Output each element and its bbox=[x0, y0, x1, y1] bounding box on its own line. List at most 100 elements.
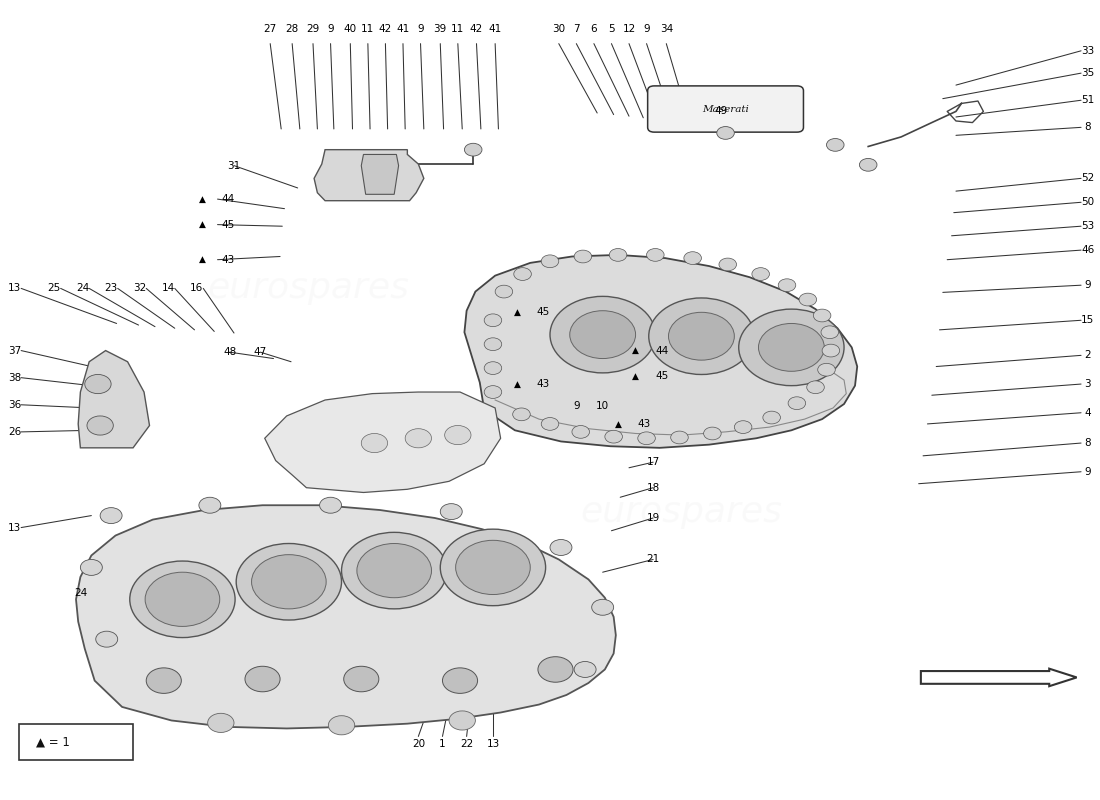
Text: 49: 49 bbox=[715, 106, 728, 117]
Text: 23: 23 bbox=[104, 283, 118, 294]
Text: 9: 9 bbox=[417, 24, 424, 34]
Text: Maserati: Maserati bbox=[702, 105, 749, 114]
Circle shape bbox=[440, 504, 462, 519]
Circle shape bbox=[245, 666, 280, 692]
Circle shape bbox=[484, 314, 502, 326]
Polygon shape bbox=[361, 154, 398, 194]
Circle shape bbox=[719, 258, 737, 271]
Circle shape bbox=[146, 668, 182, 694]
Circle shape bbox=[405, 429, 431, 448]
Circle shape bbox=[495, 286, 513, 298]
Circle shape bbox=[449, 711, 475, 730]
Circle shape bbox=[208, 714, 234, 733]
Text: 41: 41 bbox=[396, 24, 409, 34]
Circle shape bbox=[788, 397, 805, 410]
Circle shape bbox=[484, 338, 502, 350]
Text: 8: 8 bbox=[1085, 122, 1091, 132]
Text: 14: 14 bbox=[162, 283, 175, 294]
Polygon shape bbox=[265, 392, 500, 493]
Text: 4: 4 bbox=[1085, 408, 1091, 418]
Text: 9: 9 bbox=[644, 24, 650, 34]
Circle shape bbox=[252, 554, 327, 609]
Circle shape bbox=[199, 498, 221, 514]
Text: 10: 10 bbox=[596, 402, 609, 411]
Text: 6: 6 bbox=[591, 24, 597, 34]
Text: 13: 13 bbox=[8, 283, 21, 294]
Text: 37: 37 bbox=[8, 346, 21, 355]
Text: ▲: ▲ bbox=[199, 194, 206, 204]
Circle shape bbox=[145, 572, 220, 626]
Text: 29: 29 bbox=[307, 24, 320, 34]
Circle shape bbox=[684, 252, 702, 265]
Text: eurospares: eurospares bbox=[208, 271, 409, 306]
Text: 48: 48 bbox=[223, 347, 236, 357]
Circle shape bbox=[752, 268, 769, 281]
Circle shape bbox=[570, 310, 636, 358]
Circle shape bbox=[361, 434, 387, 453]
Text: 41: 41 bbox=[488, 24, 502, 34]
Circle shape bbox=[484, 362, 502, 374]
Circle shape bbox=[647, 249, 664, 262]
Polygon shape bbox=[315, 150, 424, 201]
Text: 40: 40 bbox=[343, 24, 356, 34]
Circle shape bbox=[739, 309, 844, 386]
Text: 2: 2 bbox=[1085, 350, 1091, 360]
Text: 44: 44 bbox=[222, 194, 235, 204]
Text: 31: 31 bbox=[228, 161, 241, 170]
Text: 22: 22 bbox=[460, 739, 473, 750]
Circle shape bbox=[735, 421, 752, 434]
Text: 28: 28 bbox=[286, 24, 299, 34]
Text: 35: 35 bbox=[1081, 68, 1094, 78]
Circle shape bbox=[96, 631, 118, 647]
Circle shape bbox=[806, 381, 824, 394]
Circle shape bbox=[484, 386, 502, 398]
Circle shape bbox=[100, 508, 122, 523]
Text: 11: 11 bbox=[361, 24, 374, 34]
Text: 38: 38 bbox=[8, 373, 21, 382]
Text: 5: 5 bbox=[608, 24, 615, 34]
Text: 43: 43 bbox=[537, 379, 550, 389]
Circle shape bbox=[763, 411, 780, 424]
Circle shape bbox=[813, 309, 830, 322]
Circle shape bbox=[574, 250, 592, 263]
Text: ▲: ▲ bbox=[199, 220, 206, 229]
Circle shape bbox=[541, 255, 559, 268]
Circle shape bbox=[817, 363, 835, 376]
Text: 43: 43 bbox=[638, 419, 651, 429]
Circle shape bbox=[464, 143, 482, 156]
Text: ▲ = 1: ▲ = 1 bbox=[36, 735, 70, 749]
Circle shape bbox=[638, 432, 656, 445]
Circle shape bbox=[649, 298, 755, 374]
Text: 36: 36 bbox=[8, 400, 21, 410]
Text: 46: 46 bbox=[1081, 245, 1094, 255]
Circle shape bbox=[320, 498, 341, 514]
Text: 13: 13 bbox=[486, 739, 499, 750]
Circle shape bbox=[80, 559, 102, 575]
Text: 21: 21 bbox=[647, 554, 660, 565]
Text: 7: 7 bbox=[573, 24, 580, 34]
Text: eurospares: eurospares bbox=[581, 494, 783, 529]
Text: 42: 42 bbox=[470, 24, 483, 34]
Circle shape bbox=[572, 426, 590, 438]
Circle shape bbox=[541, 418, 559, 430]
Text: 27: 27 bbox=[264, 24, 277, 34]
Text: 32: 32 bbox=[133, 283, 146, 294]
Text: 42: 42 bbox=[378, 24, 392, 34]
Circle shape bbox=[87, 416, 113, 435]
Circle shape bbox=[704, 427, 722, 440]
Text: 8: 8 bbox=[1085, 438, 1091, 448]
Polygon shape bbox=[921, 669, 1077, 686]
Circle shape bbox=[799, 293, 816, 306]
Circle shape bbox=[236, 543, 341, 620]
Text: 33: 33 bbox=[1081, 46, 1094, 56]
Text: 15: 15 bbox=[1081, 315, 1094, 326]
Circle shape bbox=[356, 543, 431, 598]
Circle shape bbox=[341, 532, 447, 609]
Text: 9: 9 bbox=[1085, 280, 1091, 290]
Text: 50: 50 bbox=[1081, 198, 1094, 207]
Text: ▲: ▲ bbox=[632, 346, 639, 355]
Circle shape bbox=[329, 716, 354, 735]
Circle shape bbox=[826, 138, 844, 151]
Text: 30: 30 bbox=[552, 24, 565, 34]
Text: 24: 24 bbox=[74, 588, 87, 598]
